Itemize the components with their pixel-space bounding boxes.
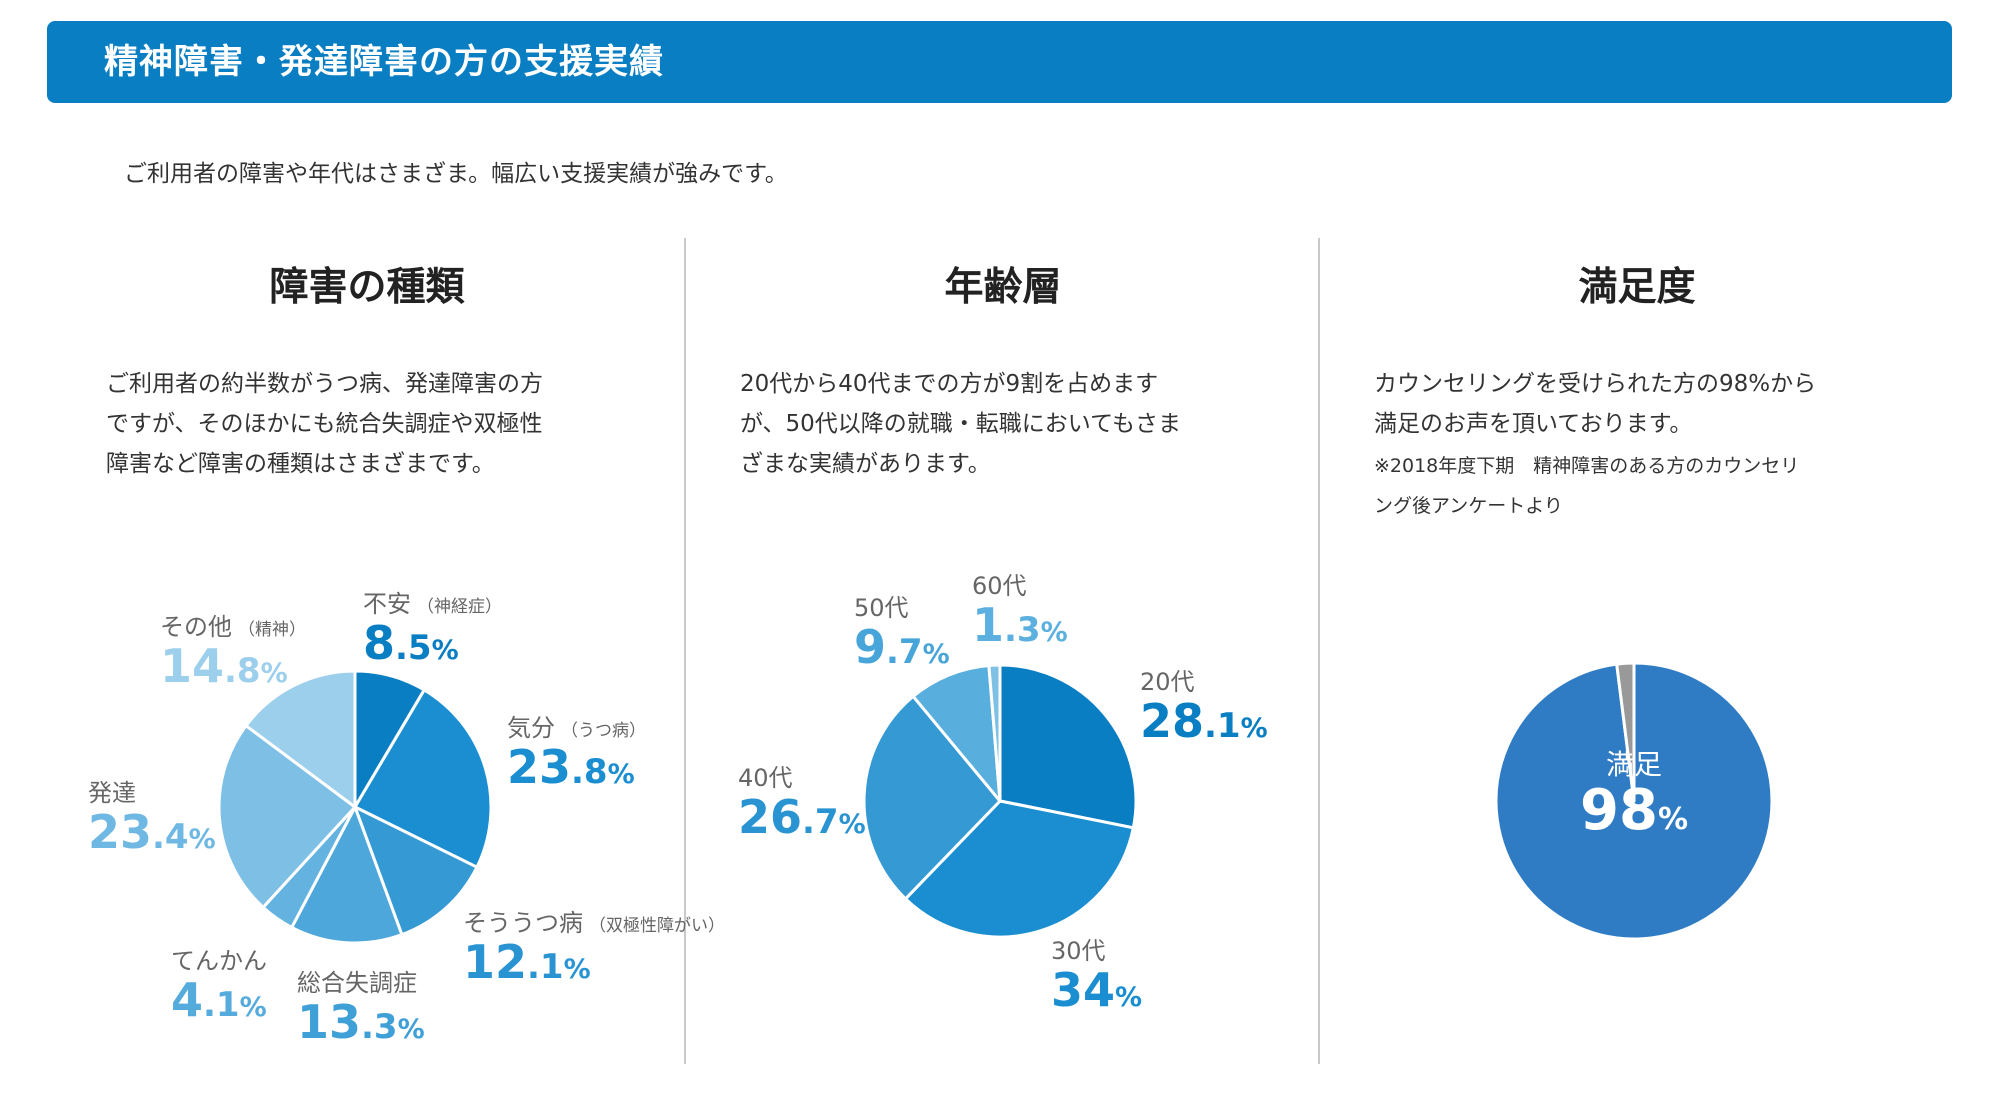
description-line: ご利用者の約半数がうつ病、発達障害の方 <box>106 371 543 397</box>
slice-name: てんかん <box>171 947 267 975</box>
slice-percentage: 28.1% <box>1140 694 1268 748</box>
slice-name: 気分 <box>507 714 555 742</box>
pie-slice-50代 <box>911 663 1002 803</box>
slice-name: その他 <box>160 613 232 641</box>
slice-name: 発達 <box>88 779 136 807</box>
slice-subname: （うつ病） <box>561 721 646 741</box>
slice-label: 30代 34% <box>1051 931 1142 1014</box>
slice-label: 不安 （神経症） 8.5% <box>363 584 502 667</box>
slice-subname: （神経症） <box>417 597 502 617</box>
description-line: ざまな実績があります。 <box>740 451 991 477</box>
panel-title: 障害の種類 <box>269 265 465 310</box>
slice-label: その他 （精神） 14.8% <box>160 607 306 690</box>
panel-description: ご利用者の約半数がうつ病、発達障害の方 ですが、そのほかにも統合失調症や双極性 … <box>106 364 543 484</box>
pie-slice-30代 <box>904 799 1135 939</box>
slice-percentage: 23.8% <box>507 740 635 794</box>
slice-subname: （精神） <box>238 620 306 640</box>
description-line: 障害など障害の種類はさまざまです。 <box>106 451 495 477</box>
note-line: ング後アンケートより <box>1374 495 1563 517</box>
slice-percentage: 26.7% <box>738 790 866 844</box>
note-line: ※2018年度下期 精神障害のある方のカウンセリ <box>1374 455 1800 477</box>
disability-type-pie-chart <box>217 669 493 945</box>
slice-label: 40代 26.7% <box>738 758 866 841</box>
panel-description: カウンセリングを受けられた方の98%から 満足のお声を頂いております。 <box>1374 364 1816 444</box>
slice-label: 50代 9.7% <box>854 588 950 671</box>
slice-name: 20代 <box>1140 668 1195 696</box>
panel-title: 満足度 <box>1578 265 1696 310</box>
slice-percentage: 34% <box>1051 963 1143 1017</box>
pie-slice-その他 <box>244 669 357 809</box>
slice-name: 60代 <box>972 572 1027 600</box>
slice-percentage: 14.8% <box>160 639 288 693</box>
slice-percentage: 23.4% <box>88 805 216 859</box>
slice-percentage: 13.3% <box>297 995 425 1049</box>
slice-label: 発達 23.4% <box>88 773 216 856</box>
slice-label: 20代 28.1% <box>1140 662 1268 745</box>
description-line: 満足のお声を頂いております。 <box>1374 411 1693 437</box>
intro-text: ご利用者の障害や年代はさまざま。幅広い支援実績が強みです。 <box>124 161 788 187</box>
column-divider <box>1318 238 1320 1064</box>
slice-label: 60代 1.3% <box>972 566 1068 649</box>
section-title: 精神障害・発達障害の方の支援実績 <box>104 42 664 82</box>
panel-disability-types: 障害の種類 ご利用者の約半数がうつ病、発達障害の方 ですが、そのほかにも統合失調… <box>50 238 725 1064</box>
pie-slice-そううつ病 <box>353 805 479 937</box>
age-group-pie-chart <box>862 663 1138 939</box>
panel-description: 20代から40代までの方が9割を占めます が、50代以降の就職・転職においてもさ… <box>740 364 1181 484</box>
survey-note: ※2018年度下期 精神障害のある方のカウンセリ ング後アンケートより <box>1374 446 1799 526</box>
slice-percentage: 9.7% <box>854 620 950 674</box>
slice-label: 気分 （うつ病） 23.8% <box>507 708 646 791</box>
slice-percentage: 1.3% <box>972 598 1068 652</box>
center-label: 満足 98% <box>1574 743 1694 839</box>
slice-percentage: 12.1% <box>463 935 591 989</box>
panel-age-groups: 年齢層 20代から40代までの方が9割を占めます が、50代以降の就職・転職にお… <box>686 238 1320 1064</box>
slice-subname: （双極性障がい） <box>589 916 725 936</box>
slice-name: 不安 <box>363 590 411 618</box>
pie-slice-other <box>1615 661 1636 803</box>
description-line: が、50代以降の就職・転職においてもさま <box>740 411 1181 437</box>
slice-name: そううつ病 <box>463 909 583 937</box>
slice-percentage: 4.1% <box>171 973 267 1027</box>
pie-slice-20代 <box>998 663 1138 830</box>
pie-slice-総合失調症 <box>290 805 404 945</box>
slice-name: 30代 <box>1051 937 1106 965</box>
section-header-bar: 精神障害・発達障害の方の支援実績 <box>47 21 1952 103</box>
panel-satisfaction: 満足度 カウンセリングを受けられた方の98%から 満足のお声を頂いております。 … <box>1320 238 1954 1064</box>
slice-name: 50代 <box>854 594 909 622</box>
slice-name: 総合失調症 <box>297 969 417 997</box>
panel-title: 年齢層 <box>944 265 1062 310</box>
slice-label: そううつ病 （双極性障がい） 12.1% <box>463 903 725 986</box>
column-divider <box>684 238 686 1064</box>
slice-percentage: 8.5% <box>363 616 459 670</box>
pie-slice-発達 <box>217 724 357 909</box>
slice-name: 満足 <box>1605 748 1662 781</box>
slice-percentage: 98% <box>1580 778 1688 843</box>
slice-name: 40代 <box>738 764 793 792</box>
satisfaction-pie-chart <box>1494 661 1774 941</box>
description-line: ですが、そのほかにも統合失調症や双極性 <box>106 411 543 437</box>
description-line: 20代から40代までの方が9割を占めます <box>740 371 1159 397</box>
pie-slice-60代 <box>987 663 1002 803</box>
pie-slice-40代 <box>862 694 1002 901</box>
slice-label: てんかん 4.1% <box>171 941 267 1024</box>
slice-label: 総合失調症 13.3% <box>297 963 425 1046</box>
description-line: カウンセリングを受けられた方の98%から <box>1374 371 1817 397</box>
